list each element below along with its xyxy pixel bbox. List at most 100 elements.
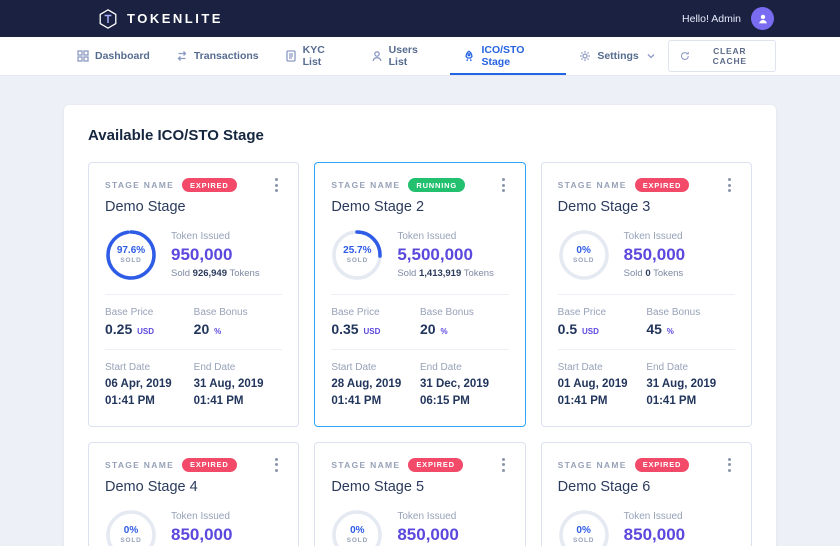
sold-donut-chart: 0% SOLD: [558, 509, 610, 546]
sold-donut-chart: 0% SOLD: [558, 229, 610, 281]
stage-card: STAGE NAME RUNNING Demo Stage 2 25.7% SO…: [314, 162, 526, 427]
nav-users-list[interactable]: Users List: [358, 37, 451, 75]
sold-percent: 25.7%: [343, 245, 372, 257]
stage-card: STAGE NAME EXPIRED Demo Stage 97.6% SOLD: [88, 162, 300, 427]
base-price-label: Base Price: [105, 307, 154, 318]
nav-transactions[interactable]: Transactions: [163, 37, 272, 75]
nav-label: ICO/STO Stage: [481, 44, 525, 68]
brand-logo[interactable]: TOKENLITE: [97, 8, 223, 30]
stage-card: STAGE NAME EXPIRED Demo Stage 5 0% SOLD: [314, 441, 526, 546]
sold-tokens-line: Sold 0 Tokens: [623, 268, 684, 279]
nav-label: Transactions: [193, 50, 259, 62]
sold-donut-chart: 97.6% SOLD: [105, 229, 157, 281]
stage-card: STAGE NAME EXPIRED Demo Stage 3 0% SOLD: [540, 162, 752, 427]
base-bonus-unit: %: [666, 327, 674, 336]
gear-icon: [580, 51, 591, 61]
nav-label: KYC List: [302, 44, 325, 68]
base-price-label: Base Price: [331, 307, 380, 318]
sold-donut-chart: 0% SOLD: [105, 509, 157, 546]
token-issued-label: Token Issued: [623, 510, 683, 522]
stage-title: Demo Stage 6: [557, 478, 651, 495]
stage-card-header: STAGE NAME EXPIRED: [105, 456, 282, 474]
stage-title: Demo Stage 2: [331, 199, 425, 215]
token-issued-value: 850,000: [623, 245, 686, 264]
nav-ico-sto-stage[interactable]: ICO/STO Stage: [450, 37, 566, 75]
end-date-value: 31 Aug, 2019 01:41 PM: [193, 378, 264, 408]
base-bonus-value: 45 %: [646, 321, 674, 337]
sold-tokens-value: 1,413,919: [418, 268, 462, 279]
base-price-unit: USD: [137, 327, 155, 336]
sold-percent: 0%: [123, 524, 139, 536]
token-issued-label: Token Issued: [171, 510, 230, 522]
kebab-menu-icon[interactable]: [271, 456, 282, 474]
base-price-label: Base Price: [557, 307, 607, 318]
token-issued-label: Token Issued: [623, 231, 683, 242]
dates-row: Start Date 28 Aug, 2019 01:41 PM End Dat…: [331, 350, 508, 411]
kebab-menu-icon[interactable]: [498, 176, 509, 194]
stage-title: Demo Stage 5: [331, 478, 425, 495]
stage-name-label: STAGE NAME: [105, 459, 175, 470]
start-date-label: Start Date: [105, 362, 151, 373]
status-badge: EXPIRED: [408, 457, 463, 472]
token-section: 0% SOLD Token Issued 850,000 Sold 0 Toke…: [331, 509, 508, 546]
sold-label: SOLD: [346, 536, 368, 544]
status-badge: RUNNING: [408, 178, 465, 192]
brand-name: TOKENLITE: [127, 11, 223, 26]
sold-label: SOLD: [573, 257, 595, 265]
kebab-menu-icon[interactable]: [498, 456, 509, 474]
token-issued-label: Token Issued: [171, 231, 230, 242]
price-bonus-row: Base Price 0.25 USD Base Bonus 20 %: [105, 295, 283, 350]
status-badge: EXPIRED: [634, 178, 690, 192]
end-date-label: End Date: [419, 362, 462, 373]
base-bonus-label: Base Bonus: [419, 307, 474, 318]
stage-name-label: STAGE NAME: [557, 459, 627, 470]
stage-card: STAGE NAME EXPIRED Demo Stage 4 0% SOLD: [88, 441, 300, 546]
user-avatar[interactable]: [751, 7, 774, 30]
end-date-label: End Date: [193, 362, 236, 373]
nav-dashboard[interactable]: Dashboard: [64, 37, 163, 75]
sold-tokens-line: Sold 1,413,919 Tokens: [397, 268, 494, 279]
stage-title: Demo Stage: [105, 199, 186, 215]
token-issued-value: 850,000: [171, 524, 233, 544]
dates-row: Start Date 01 Aug, 2019 01:41 PM End Dat…: [558, 350, 735, 411]
price-bonus-row: Base Price 0.35 USD Base Bonus 20 %: [331, 295, 509, 350]
start-date-label: Start Date: [557, 362, 603, 373]
token-issued-label: Token Issued: [397, 231, 457, 242]
stage-name-label: STAGE NAME: [557, 180, 627, 190]
status-badge: EXPIRED: [634, 457, 690, 472]
user-icon: [758, 14, 767, 23]
end-date-value: 31 Dec, 2019 06:15 PM: [419, 378, 490, 408]
base-bonus-value: 20 %: [193, 321, 222, 337]
sold-label: SOLD: [120, 536, 142, 544]
sold-label: SOLD: [346, 257, 368, 265]
users-list-icon: [372, 51, 382, 62]
sold-percent: 0%: [350, 524, 365, 536]
stage-card-header: STAGE NAME EXPIRED: [105, 176, 282, 194]
stage-card-header: STAGE NAME EXPIRED: [558, 176, 735, 194]
base-price-value: 0.5 USD: [557, 321, 599, 337]
nav-settings[interactable]: Settings: [566, 37, 667, 75]
end-date-value: 31 Aug, 2019 01:41 PM: [646, 378, 717, 408]
clear-cache-button[interactable]: CLEAR CACHE: [667, 40, 776, 72]
sold-donut-chart: 0% SOLD: [331, 509, 383, 546]
token-section: 25.7% SOLD Token Issued 5,500,000 Sold 1…: [331, 229, 509, 295]
status-badge: EXPIRED: [182, 178, 237, 192]
kebab-menu-icon[interactable]: [724, 176, 735, 194]
sold-label: SOLD: [120, 257, 142, 265]
token-section: 0% SOLD Token Issued 850,000 Sold 0 Toke…: [557, 229, 735, 295]
nav-label: Settings: [597, 50, 639, 62]
top-header: TOKENLITE Hello! Admin: [0, 0, 840, 37]
base-price-value: 0.25 USD: [105, 321, 155, 337]
nav-kyc-list[interactable]: KYC List: [272, 37, 358, 75]
stage-name-label: STAGE NAME: [105, 180, 175, 190]
kebab-menu-icon[interactable]: [724, 456, 735, 474]
base-price-unit: USD: [363, 327, 381, 336]
status-badge: EXPIRED: [182, 457, 237, 472]
dashboard-icon: [77, 50, 89, 62]
content-panel: Available ICO/STO Stage STAGE NAME EXPIR…: [64, 105, 776, 546]
stage-title: Demo Stage 4: [105, 478, 198, 495]
token-issued-label: Token Issued: [397, 510, 457, 522]
kebab-menu-icon[interactable]: [271, 176, 282, 194]
main-navigation: Dashboard Transactions KYC List Users Li…: [0, 37, 840, 76]
token-section: 0% SOLD Token Issued 850,000 Sold 0 Toke…: [105, 509, 282, 546]
